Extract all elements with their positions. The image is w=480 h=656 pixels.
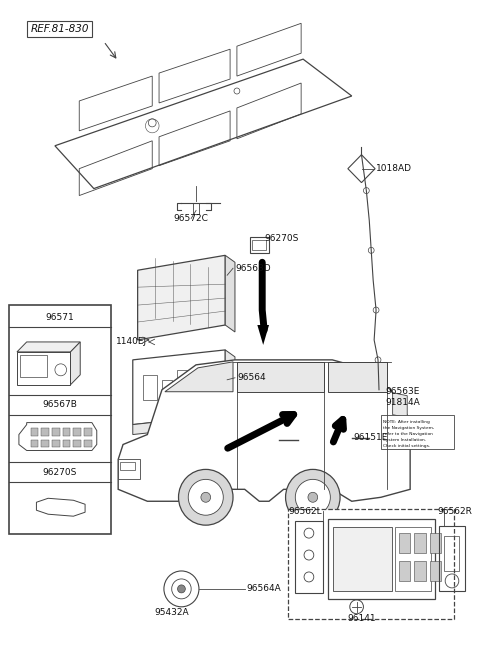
Polygon shape [165, 362, 233, 392]
Bar [399, 561, 410, 581]
Text: 96572C: 96572C [174, 214, 209, 223]
Bar [84, 428, 92, 436]
Circle shape [368, 247, 374, 253]
Polygon shape [257, 325, 269, 345]
Circle shape [295, 480, 330, 515]
Circle shape [179, 470, 233, 525]
Bar [31, 440, 38, 447]
Polygon shape [138, 255, 225, 340]
Bar [52, 440, 60, 447]
Text: 96141: 96141 [347, 614, 375, 623]
Text: Check initial settings.: Check initial settings. [383, 443, 430, 447]
Polygon shape [225, 255, 235, 332]
Text: 96270S: 96270S [264, 234, 299, 243]
Text: refer to the Navigation: refer to the Navigation [383, 432, 433, 436]
Bar [162, 380, 172, 400]
Text: 96562R: 96562R [437, 506, 472, 516]
Bar [41, 440, 49, 447]
Bar [328, 519, 435, 599]
Text: 96563E: 96563E [386, 387, 420, 396]
Bar [237, 362, 324, 392]
Text: 96151E: 96151E [354, 433, 388, 442]
Bar [143, 375, 157, 400]
Polygon shape [19, 422, 97, 451]
Polygon shape [133, 350, 225, 424]
Bar [52, 428, 60, 436]
Polygon shape [71, 342, 80, 385]
Bar [430, 533, 442, 553]
Text: REF.81-830: REF.81-830 [31, 24, 89, 34]
Circle shape [373, 307, 379, 313]
Polygon shape [348, 155, 375, 182]
Bar [84, 440, 92, 447]
Polygon shape [225, 350, 235, 422]
Polygon shape [133, 415, 225, 434]
Text: the Navigation System,: the Navigation System, [383, 426, 434, 430]
Circle shape [363, 188, 369, 194]
Bar [63, 440, 71, 447]
Text: 1140EJ: 1140EJ [116, 337, 147, 346]
Bar [118, 459, 140, 480]
Circle shape [308, 492, 318, 502]
Bar [444, 536, 459, 571]
Text: 96571: 96571 [46, 312, 74, 321]
Bar [414, 533, 426, 553]
Bar [439, 526, 465, 591]
Bar [414, 561, 426, 581]
Bar [250, 237, 269, 253]
Bar [73, 428, 81, 436]
Text: 96567B: 96567B [42, 400, 77, 409]
Bar [73, 440, 81, 447]
Bar [63, 428, 71, 436]
Bar [333, 527, 392, 591]
Bar [31, 428, 38, 436]
Bar [328, 362, 387, 392]
Bar [381, 415, 454, 449]
Bar [41, 428, 49, 436]
Text: 95432A: 95432A [155, 608, 189, 617]
Text: 96562L: 96562L [288, 506, 322, 516]
Polygon shape [393, 393, 407, 418]
Polygon shape [17, 352, 71, 385]
Text: 96563D: 96563D [235, 264, 271, 273]
Text: 91814A: 91814A [386, 398, 420, 407]
Text: 1018AD: 1018AD [376, 164, 412, 173]
Polygon shape [55, 59, 352, 188]
Bar [177, 370, 188, 400]
Polygon shape [118, 360, 410, 501]
Circle shape [188, 480, 223, 515]
Bar [395, 527, 431, 591]
Circle shape [375, 357, 381, 363]
Text: System Installation.: System Installation. [383, 438, 426, 441]
Circle shape [178, 585, 185, 593]
Circle shape [286, 470, 340, 525]
Bar [120, 462, 135, 470]
Polygon shape [17, 342, 80, 352]
Bar [399, 533, 410, 553]
Text: 96270S: 96270S [43, 468, 77, 477]
Bar [20, 355, 47, 377]
Bar [252, 240, 266, 251]
Circle shape [164, 571, 199, 607]
Bar [430, 561, 442, 581]
Text: 96564: 96564 [237, 373, 265, 382]
Text: 96564A: 96564A [247, 584, 281, 594]
Text: NOTE: After installing: NOTE: After installing [383, 420, 430, 424]
Bar [288, 509, 454, 619]
Circle shape [201, 492, 211, 502]
Bar [295, 521, 323, 593]
Bar [9, 305, 111, 534]
